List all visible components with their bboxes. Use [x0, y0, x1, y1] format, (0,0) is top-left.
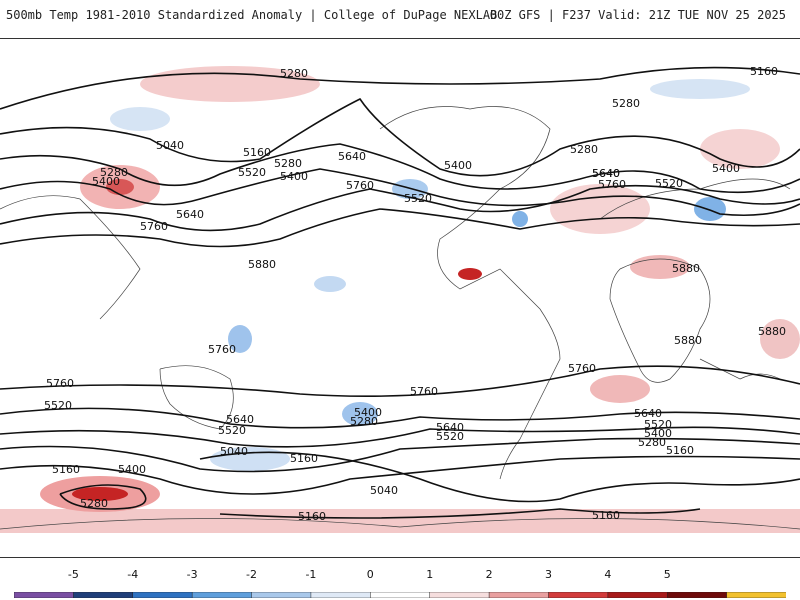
- contour-label: 5400: [644, 427, 672, 440]
- contour-label: 5520: [238, 166, 266, 179]
- contour-label: 5520: [404, 192, 432, 205]
- contour-label: 5400: [92, 175, 120, 188]
- contour-label: 5280: [80, 497, 108, 510]
- colorbar-tick-label: 0: [366, 568, 374, 581]
- contour-label: 5400: [444, 159, 472, 172]
- colorbar-tick-label: 1: [426, 568, 434, 581]
- colorbar-gradient: [14, 592, 786, 598]
- contour-label: 5280: [280, 67, 308, 80]
- contour-label: 5880: [674, 334, 702, 347]
- contour-label: 5640: [226, 413, 254, 426]
- contour-label: 5160: [750, 65, 778, 78]
- contour-label: 5760: [598, 178, 626, 191]
- contour-label: 5640: [634, 407, 662, 420]
- model-run-info: 00Z GFS | F237 Valid: 21Z TUE NOV 25 202…: [489, 8, 786, 22]
- colorbar-segment: [429, 592, 490, 598]
- colorbar-tick-label: -2: [246, 568, 258, 581]
- colorbar-segment: [310, 592, 372, 598]
- contour-label: 5400: [712, 162, 740, 175]
- contour-label: 5520: [644, 418, 672, 431]
- contour-label: 5760: [46, 377, 74, 390]
- contour-label: 5640: [592, 167, 620, 180]
- contour-label: 5760: [346, 179, 374, 192]
- contour-label: 5280: [570, 143, 598, 156]
- map-title: 500mb Temp 1981-2010 Standardized Anomal…: [6, 8, 498, 22]
- colorbar-segment: [607, 592, 668, 598]
- height-contours: [0, 66, 800, 519]
- contour-label: 5760: [410, 385, 438, 398]
- contour-label: 5640: [436, 421, 464, 434]
- contour-label: 5160: [243, 146, 271, 159]
- contour-label: 5400: [280, 170, 308, 183]
- contour-label: 5160: [666, 444, 694, 457]
- contour-label: 5640: [338, 150, 366, 163]
- contour-label: 5520: [436, 430, 464, 443]
- colorbar-segment: [666, 592, 728, 598]
- colorbar-segment: [548, 592, 609, 598]
- colorbar-segment: [251, 592, 312, 598]
- colorbar-tick-label: 5: [663, 568, 671, 581]
- contour-label: 5160: [52, 463, 80, 476]
- map-panel: 5280 5160 5280 5040 5160 5280 5400 5520 …: [0, 38, 800, 558]
- contour-label: 5400: [354, 406, 382, 419]
- contour-label: 5040: [370, 484, 398, 497]
- contour-label: 5520: [44, 399, 72, 412]
- colorbar-legend: -5 -4 -3 -2 -1 0 1 2 3 4 5: [0, 568, 800, 600]
- anomaly-map: 5280 5160 5280 5040 5160 5280 5400 5520 …: [0, 65, 800, 533]
- contour-label: 5040: [220, 445, 248, 458]
- contour-label: 5280: [350, 415, 378, 428]
- contour-label: 5640: [592, 167, 620, 180]
- contour-labels: 5280 5160 5280 5040 5160 5280 5400 5520 …: [44, 65, 786, 523]
- contour-label: 5160: [298, 510, 326, 523]
- colorbar-tick-label: 2: [485, 568, 493, 581]
- contour-label: 5760: [140, 220, 168, 233]
- contour-label: 5760: [208, 343, 236, 356]
- contour-label: 5520: [218, 424, 246, 437]
- contour-label: 5280: [100, 166, 128, 179]
- colorbar-segment: [726, 592, 786, 598]
- colorbar-tick-label: -1: [305, 568, 317, 581]
- contour-label: 5160: [290, 452, 318, 465]
- contour-label: 5880: [672, 262, 700, 275]
- contour-label: 5880: [758, 325, 786, 338]
- contour-label: 5160: [592, 509, 620, 522]
- contour-label: 5400: [118, 463, 146, 476]
- contour-label: 5520: [655, 177, 683, 190]
- colorbar-segment: [488, 592, 550, 598]
- colorbar-segment: [191, 592, 253, 598]
- header: 500mb Temp 1981-2010 Standardized Anomal…: [0, 0, 800, 38]
- contour-label: 5280: [612, 97, 640, 110]
- colorbar-tick-label: -4: [127, 568, 139, 581]
- contour-label: 5880: [248, 258, 276, 271]
- colorbar-segment: [14, 592, 75, 598]
- contour-label: 5760: [568, 362, 596, 375]
- colorbar-segment: [73, 592, 134, 598]
- colorbar-tick-label: -3: [186, 568, 198, 581]
- contour-label: 5640: [176, 208, 204, 221]
- contour-label: 5280: [274, 157, 302, 170]
- colorbar-segment: [132, 592, 193, 598]
- colorbar-segment: [370, 592, 431, 598]
- colorbar-tick-label: 4: [604, 568, 612, 581]
- contour-label: 5280: [638, 436, 666, 449]
- colorbar-tick-label: 3: [544, 568, 552, 581]
- contour-label: 5040: [156, 139, 184, 152]
- colorbar-tick-label: -5: [67, 568, 79, 581]
